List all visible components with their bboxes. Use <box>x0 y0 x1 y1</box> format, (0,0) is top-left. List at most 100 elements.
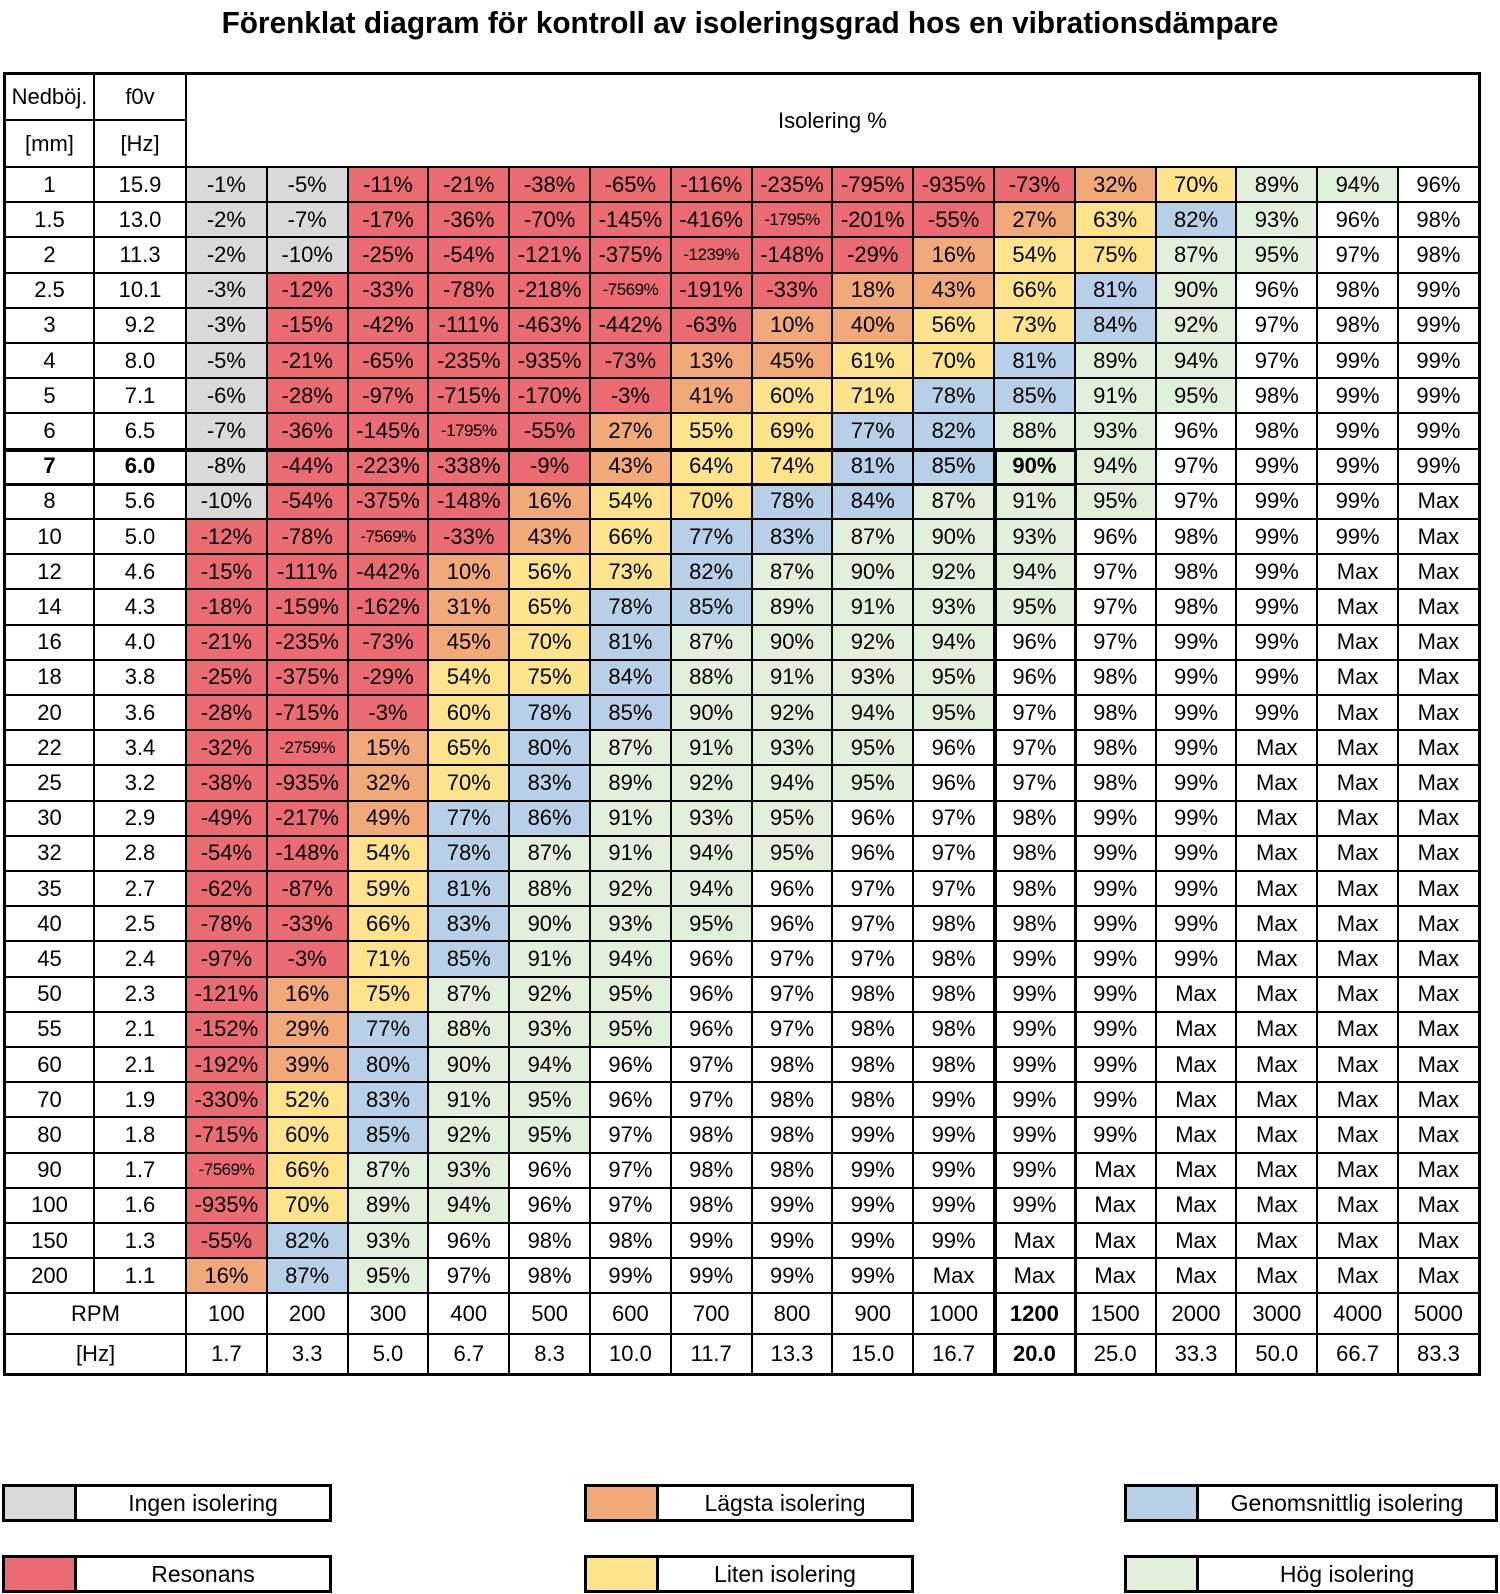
isolation-cell: 96% <box>995 660 1076 696</box>
isolation-cell: -97% <box>187 942 268 978</box>
isolation-cell: 97% <box>1156 449 1238 485</box>
isolation-cell: 90% <box>671 696 753 732</box>
rpm-value: 4000 <box>1318 1294 1399 1335</box>
rpm-value: 500 <box>510 1294 591 1335</box>
isolation-cell: -375% <box>267 660 349 696</box>
row-deflection: 70 <box>4 1083 95 1119</box>
isolation-cell: Max <box>1237 1153 1319 1189</box>
isolation-cell: 88% <box>429 1012 511 1048</box>
isolation-cell: Max <box>1399 872 1480 908</box>
row-deflection: 150 <box>4 1224 95 1260</box>
isolation-cell: 81% <box>833 449 915 485</box>
isolation-cell: 98% <box>671 1188 753 1224</box>
isolation-cell: 97% <box>591 1153 672 1189</box>
row-deflection: 22 <box>4 731 95 767</box>
header-deflection-unit: [mm] <box>4 121 95 168</box>
isolation-cell: 94% <box>429 1188 511 1224</box>
isolation-cell: Max <box>914 1259 995 1295</box>
isolation-cell: -42% <box>348 308 430 344</box>
row-frequency: 5.6 <box>95 484 187 520</box>
isolation-cell: 99% <box>752 1259 834 1295</box>
isolation-cell: 88% <box>671 660 753 696</box>
isolation-cell: 98% <box>833 1083 915 1119</box>
isolation-cell: 60% <box>267 1118 349 1154</box>
legend-swatch <box>587 1487 659 1519</box>
isolation-cell: 91% <box>995 484 1076 520</box>
isolation-cell: 96% <box>591 1083 672 1119</box>
isolation-cell: -73% <box>591 344 672 380</box>
isolation-cell: 99% <box>1237 590 1319 626</box>
isolation-cell: 92% <box>833 625 915 661</box>
isolation-cell: 93% <box>510 1012 591 1048</box>
isolation-cell: Max <box>1156 977 1238 1013</box>
isolation-cell: -1795% <box>429 414 511 450</box>
page-title: Förenklat diagram för kontroll av isoler… <box>221 5 1279 40</box>
isolation-cell: 99% <box>1399 308 1480 344</box>
isolation-cell: 70% <box>914 344 995 380</box>
isolation-cell: 66% <box>995 273 1076 309</box>
isolation-cell: 99% <box>1075 907 1157 943</box>
isolation-cell: 65% <box>429 731 511 767</box>
isolation-cell: 97% <box>995 766 1076 802</box>
isolation-cell: 98% <box>1399 238 1480 274</box>
isolation-cell: 78% <box>591 590 672 626</box>
header-isolation: Isolering % <box>187 73 1480 168</box>
isolation-cell: 65% <box>510 590 591 626</box>
isolation-cell: 91% <box>752 660 834 696</box>
isolation-cell: 99% <box>1318 344 1399 380</box>
isolation-cell: 99% <box>914 1083 995 1119</box>
row-deflection: 12 <box>4 555 95 591</box>
isolation-cell: 92% <box>671 766 753 802</box>
isolation-cell: 98% <box>1075 766 1157 802</box>
isolation-cell: 75% <box>1075 238 1157 274</box>
row-frequency: 7.1 <box>95 379 187 415</box>
isolation-cell: 87% <box>752 555 834 591</box>
isolation-cell: 81% <box>1075 273 1157 309</box>
row-frequency: 10.1 <box>95 273 187 309</box>
isolation-cell: 99% <box>995 1188 1076 1224</box>
isolation-cell: 45% <box>429 625 511 661</box>
isolation-cell: 81% <box>429 872 511 908</box>
isolation-cell: 97% <box>833 942 915 978</box>
isolation-cell: 96% <box>671 1012 753 1048</box>
isolation-cell: 99% <box>1156 696 1238 732</box>
isolation-cell: -54% <box>187 836 268 872</box>
hz-value: 20.0 <box>995 1334 1076 1376</box>
isolation-cell: 91% <box>833 590 915 626</box>
legend-swatch <box>5 1487 77 1519</box>
isolation-cell: 27% <box>591 414 672 450</box>
isolation-cell: Max <box>1399 1259 1480 1295</box>
row-frequency: 1.7 <box>95 1153 187 1189</box>
isolation-cell: -65% <box>348 344 430 380</box>
isolation-cell: 54% <box>591 484 672 520</box>
row-frequency: 3.6 <box>95 696 187 732</box>
isolation-cell: 97% <box>995 696 1076 732</box>
isolation-cell: -111% <box>429 308 511 344</box>
isolation-cell: -148% <box>752 238 834 274</box>
isolation-cell: Max <box>995 1259 1076 1295</box>
isolation-cell: 66% <box>348 907 430 943</box>
isolation-cell: 91% <box>591 836 672 872</box>
isolation-cell: 99% <box>1399 449 1480 485</box>
row-deflection: 200 <box>4 1259 95 1295</box>
isolation-cell: -7% <box>187 414 268 450</box>
row-deflection: 4 <box>4 344 95 380</box>
rpm-value: 900 <box>833 1294 915 1335</box>
isolation-cell: 99% <box>914 1118 995 1154</box>
isolation-cell: 93% <box>914 590 995 626</box>
row-frequency: 2.9 <box>95 801 187 837</box>
isolation-cell: -32% <box>187 731 268 767</box>
isolation-cell: 84% <box>591 660 672 696</box>
isolation-cell: Max <box>1156 1118 1238 1154</box>
rpm-value: 1200 <box>995 1294 1076 1335</box>
isolation-cell: 99% <box>1075 1048 1157 1084</box>
isolation-cell: 95% <box>1075 484 1157 520</box>
hz-value: 8.3 <box>510 1334 591 1376</box>
isolation-cell: Max <box>1399 696 1480 732</box>
isolation-cell: Max <box>1399 1083 1480 1119</box>
isolation-cell: Max <box>1156 1224 1238 1260</box>
isolation-cell: 98% <box>995 907 1076 943</box>
isolation-cell: 99% <box>752 1224 834 1260</box>
isolation-cell: 81% <box>591 625 672 661</box>
isolation-cell: 88% <box>510 872 591 908</box>
